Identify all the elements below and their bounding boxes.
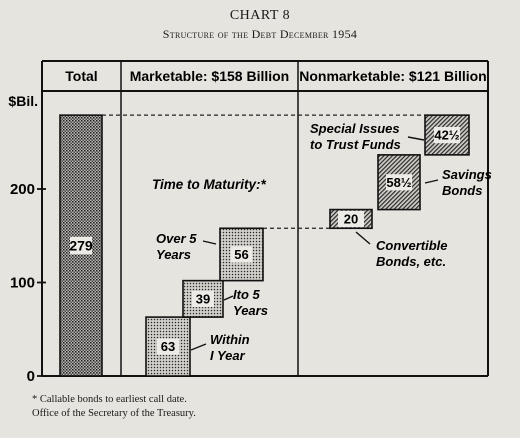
footnote: * Callable bonds to earliest call date. xyxy=(32,394,187,405)
y-tick-label: 0 xyxy=(27,368,35,385)
chart-title: CHART 8 xyxy=(229,8,291,23)
y-axis-unit: $Bil. xyxy=(8,93,38,109)
pointer-over-5 xyxy=(202,240,217,245)
series-name-savings-bonds: Savings Bonds xyxy=(442,167,492,198)
data-label-box xyxy=(157,338,179,355)
data-label-box xyxy=(70,236,92,255)
series-name-over-5-years: Over 5 Years xyxy=(156,231,197,262)
y-tick-label: 100 xyxy=(10,275,35,292)
series-name-special-issues: Special Issues to Trust Funds xyxy=(310,121,401,152)
data-label: 63 xyxy=(161,339,175,354)
panel-header-marketable: Marketable: $158 Billion xyxy=(130,68,290,84)
series-name-within-1-year: Within I Year xyxy=(210,332,250,363)
data-label-box xyxy=(230,246,253,263)
data-label: 39 xyxy=(196,292,210,307)
data-label-box xyxy=(338,210,364,228)
series-name-1-to-5-years: Ito 5 Years xyxy=(233,287,268,318)
data-label-box xyxy=(434,126,460,144)
pointer-special-issues xyxy=(407,136,425,141)
y-tick-label: 200 xyxy=(10,181,35,198)
chart-subtitle: Structure of the Debt December 1954 xyxy=(162,27,358,41)
data-label-box xyxy=(192,290,214,308)
data-label: 58½ xyxy=(386,175,411,190)
data-label: 20 xyxy=(344,212,358,227)
marketable-title: Time to Maturity:* xyxy=(152,177,267,192)
pointer-within-1 xyxy=(190,343,207,351)
data-label-box xyxy=(386,174,412,191)
pointer-1-to-5 xyxy=(223,295,234,301)
data-label: 279 xyxy=(69,238,93,254)
panel-header-total: Total xyxy=(65,68,97,84)
data-label: 56 xyxy=(234,247,248,262)
panel-header-nonmarketable: Nonmarketable: $121 Billion xyxy=(299,68,487,84)
source-note: Office of the Secretary of the Treasury. xyxy=(32,408,196,419)
data-label: 42½ xyxy=(434,128,459,143)
pointer-savings xyxy=(424,179,439,184)
series-name-convertible-bonds: Convertible Bonds, etc. xyxy=(376,238,448,269)
pointer-convertible xyxy=(355,231,371,245)
